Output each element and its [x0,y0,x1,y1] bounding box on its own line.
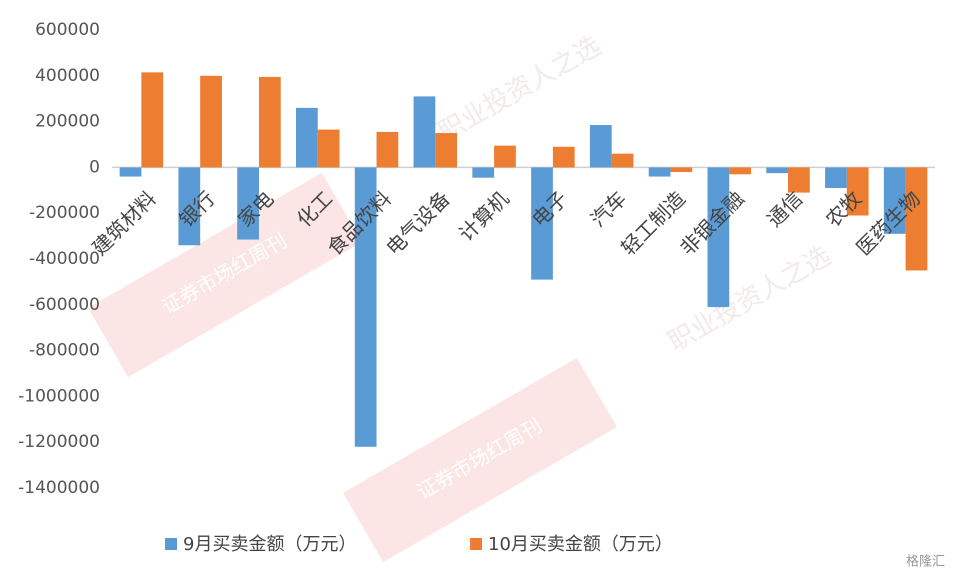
y-tick-label: -400000 [29,249,100,269]
bar [237,167,259,240]
bar [670,167,693,172]
bar [141,72,164,168]
y-tick-label: -200000 [29,203,100,223]
y-tick-label: 0 [89,157,100,177]
legend-swatch [165,538,177,550]
bar [883,167,906,234]
bar [494,145,516,168]
bar [846,167,869,216]
bar [648,167,671,177]
y-tick-label: 200000 [35,112,100,132]
legend-label: 10月买卖金额（万元） [488,534,673,555]
bar [825,167,847,189]
y-tick-label: 600000 [35,20,100,40]
legend-swatch [470,538,482,550]
y-tick-label: -1200000 [18,432,100,452]
bar [435,133,458,168]
y-tick-label: -600000 [29,295,100,315]
bar [766,167,789,174]
y-tick-label: -800000 [29,341,100,361]
bar [178,167,201,246]
x-tick-label: 建筑材料 [87,186,161,260]
bar [119,167,142,177]
bar [707,167,730,308]
watermark: 职业投资人之选 [433,31,606,148]
x-tick-label: 轻工制造 [616,186,690,260]
bar [472,167,495,178]
bar [258,76,281,168]
y-tick-label: -1000000 [18,386,100,406]
y-tick-label: 400000 [35,66,100,86]
bar [905,167,928,271]
bar [611,153,634,168]
bar [295,107,318,168]
watermark: 格隆汇 [906,554,945,570]
x-tick-label: 电气设备 [381,186,455,260]
x-tick-label: 计算机 [454,186,513,245]
y-tick-label: -1400000 [18,478,100,498]
bar [788,167,810,193]
bar [354,167,377,447]
bar [531,167,553,280]
bar [589,125,612,168]
bar [552,146,575,168]
watermark-band [88,172,362,378]
watermark-band [343,357,617,563]
legend-label: 9月买卖金额（万元） [183,534,356,555]
bar [200,75,222,168]
x-tick-label: 通信 [762,186,807,231]
x-tick-label: 汽车 [586,186,631,231]
bar [317,129,340,168]
bar [729,167,752,175]
bar [376,131,399,168]
watermark: 职业投资人之选 [663,241,836,358]
bar [413,96,436,168]
